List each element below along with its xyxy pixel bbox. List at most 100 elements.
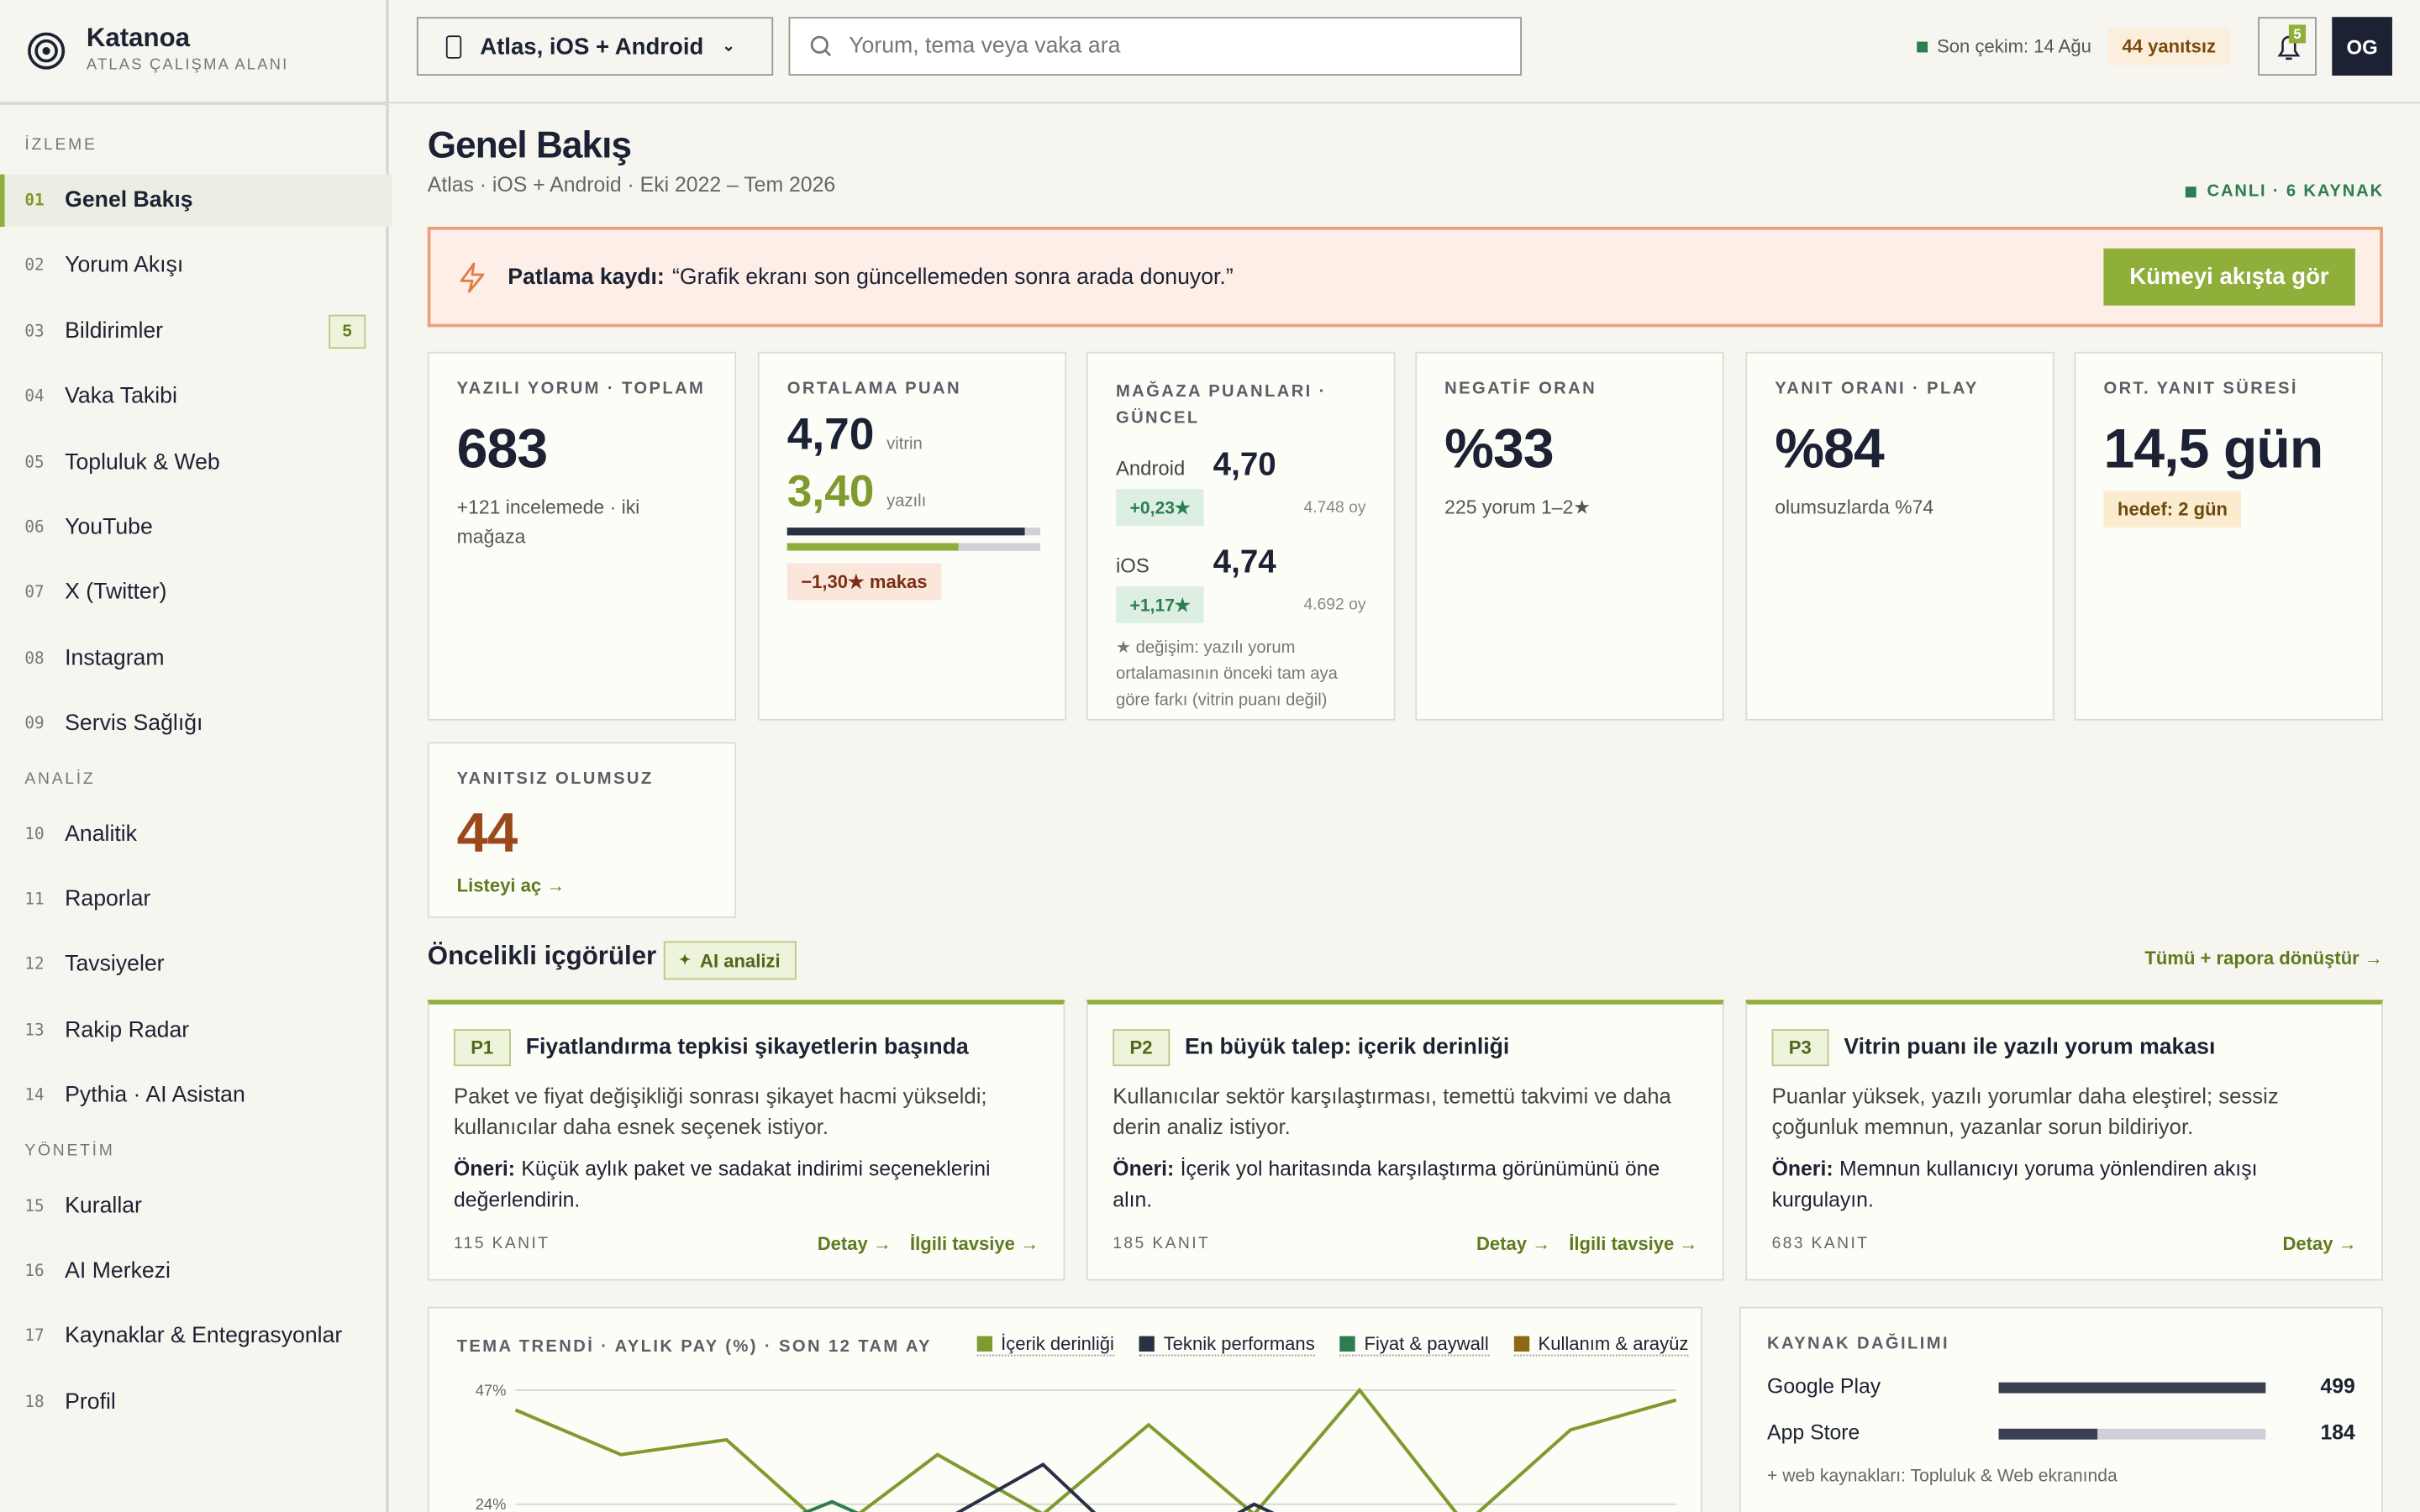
nav-item[interactable]: 06 YouTube bbox=[0, 501, 387, 554]
nav-item[interactable]: 03 Bildirimler 5 bbox=[0, 305, 387, 357]
nav-item[interactable]: 07 X (Twitter) bbox=[0, 567, 387, 619]
nav-item[interactable]: 17 Kaynaklar & Entegrasyonlar bbox=[0, 1310, 387, 1362]
kpi-value: 44 bbox=[456, 801, 518, 864]
notification-button[interactable]: 5 bbox=[2258, 17, 2317, 76]
legend-label: Teknik performans bbox=[1163, 1332, 1315, 1355]
nav-label: Instagram bbox=[65, 646, 165, 671]
nav-number: 11 bbox=[24, 890, 45, 909]
search-box[interactable]: Yorum, tema veya vaka ara bbox=[788, 17, 1523, 76]
nav-label: Topluluk & Web bbox=[65, 449, 220, 475]
nav-label: Genel Bakış bbox=[65, 188, 193, 213]
kpi-label: NEGATİF ORAN bbox=[1444, 379, 1597, 398]
store-name: iOS bbox=[1115, 554, 1150, 577]
nav-item[interactable]: 04 Vaka Takibi bbox=[0, 370, 387, 423]
alert-button[interactable]: Kümeyi akışta gör bbox=[2103, 248, 2355, 306]
insight-link[interactable]: Detay → bbox=[817, 1232, 892, 1255]
section-title: YÖNETİM bbox=[24, 1141, 115, 1160]
evidence: 683 KANIT bbox=[1771, 1234, 1870, 1253]
nav-number: 16 bbox=[24, 1262, 45, 1281]
brand-subtitle: ATLAS ÇALIŞMA ALANI bbox=[86, 56, 289, 75]
kpi-note: +121 incelemede · iki mağaza bbox=[456, 496, 640, 549]
insights-link[interactable]: Tümü + rapora dönüştür → bbox=[2144, 947, 2383, 969]
insight-body: Paket ve fiyat değişikliği sonrası şikay… bbox=[454, 1083, 987, 1139]
nav-item[interactable]: 18 Profil bbox=[0, 1376, 387, 1428]
insight-body: Kullanıcılar sektör karşılaştırması, tem… bbox=[1113, 1083, 1671, 1139]
nav-number: 17 bbox=[24, 1327, 45, 1347]
live-dot bbox=[2185, 186, 2196, 197]
insight-footer: 185 KANIT Detay → İlgili tavsiye → bbox=[1113, 1233, 1697, 1255]
insight-link[interactable]: Detay → bbox=[1476, 1232, 1551, 1255]
rec-label: Öneri: bbox=[1113, 1157, 1175, 1181]
rec-label: Öneri: bbox=[1771, 1157, 1833, 1181]
nav-number: 12 bbox=[24, 955, 45, 974]
priority-chip: P1 bbox=[454, 1029, 511, 1067]
app-selector[interactable]: Atlas, iOS + Android ⌄ bbox=[416, 17, 774, 76]
nav-item[interactable]: 12 Tavsiyeler bbox=[0, 938, 387, 990]
kpi-value: %33 bbox=[1444, 416, 1555, 480]
store-votes: 4.692 oy bbox=[1303, 595, 1366, 615]
sources-note: + web kaynakları: Topluluk & Web ekranın… bbox=[1767, 1467, 2118, 1486]
insight-link[interactable]: İlgili tavsiye → bbox=[1569, 1232, 1698, 1255]
insight-card: P1 Fiyatlandırma tepkisi şikayetlerin baş… bbox=[427, 1000, 1065, 1281]
nav-item[interactable]: 05 Topluluk & Web bbox=[0, 436, 387, 488]
kpi-link[interactable]: Listeyi aç → bbox=[456, 874, 566, 897]
nav-item[interactable]: 14 Pythia · AI Asistan bbox=[0, 1069, 387, 1121]
kpi-label: YAZILI YORUM · TOPLAM bbox=[456, 379, 706, 398]
ai-icon: ✦ bbox=[679, 952, 692, 968]
ai-tag-text: AI analizi bbox=[700, 949, 781, 972]
insight-footer: 683 KANIT Detay → bbox=[1772, 1233, 2357, 1255]
ai-tag: ✦ AI analizi bbox=[663, 941, 796, 980]
sources-card: KAYNAK DAĞILIMI + web kaynakları: Toplul… bbox=[1739, 1306, 2383, 1512]
legend-item: İçerik derinliği bbox=[976, 1333, 1114, 1357]
rating-row: 4,70 vitrin bbox=[787, 411, 1038, 462]
nav-item[interactable]: 15 Kurallar bbox=[0, 1179, 387, 1231]
kpi-sublabel: yazılı bbox=[886, 491, 927, 511]
page-title: Genel Bakış bbox=[427, 124, 632, 167]
section-title: İZLEME bbox=[24, 135, 97, 155]
section-title: ANALİZ bbox=[24, 769, 96, 788]
y-tick-label: 47% bbox=[476, 1381, 507, 1399]
insight-link[interactable]: Detay → bbox=[2282, 1232, 2357, 1255]
sidebar bbox=[0, 0, 389, 1512]
insight-rec: Öneri: Küçük aylık paket ve sadakat indir… bbox=[454, 1154, 1039, 1215]
legend-item: Fiyat & paywall bbox=[1339, 1333, 1489, 1357]
nav-label: Raporlar bbox=[65, 887, 151, 912]
app-selector-label: Atlas, iOS + Android bbox=[480, 33, 704, 60]
store-meta: +1,17★ 4.692 oy bbox=[1115, 585, 1366, 624]
gap-chip: −1,30★ makas bbox=[786, 563, 942, 601]
nav-item[interactable]: 10 Analitik bbox=[0, 808, 387, 860]
kpi-label: YANITSIZ OLUMSUZ bbox=[456, 769, 654, 789]
nav-label: Bildirimler bbox=[65, 318, 164, 344]
legend-swatch bbox=[1339, 1336, 1355, 1352]
nav-number: 09 bbox=[24, 714, 45, 733]
rec-text: İçerik yol haritasında karşılaştırma gör… bbox=[1113, 1157, 1660, 1210]
avatar[interactable]: OG bbox=[2332, 17, 2392, 76]
kpi-card: MAĞAZA PUANLARI · GÜNCEL Android 4,70 +0,23… bbox=[1086, 351, 1396, 721]
store-rating: 4,74 bbox=[1213, 544, 1276, 580]
nav-label: Servis Sağlığı bbox=[65, 711, 203, 737]
unanswered-chip[interactable]: 44 yanıtsız bbox=[2107, 28, 2230, 66]
nav-item[interactable]: 08 Instagram bbox=[0, 633, 387, 685]
nav-item[interactable]: 01 Genel Bakış bbox=[0, 174, 392, 228]
kpi-note: 225 yorum 1–2★ bbox=[1444, 496, 1591, 519]
nav-item[interactable]: 09 Servis Sağlığı bbox=[0, 698, 387, 750]
kpi-card: ORT. YANIT SÜRESİ 14,5 gün hedef: 2 gün bbox=[2074, 351, 2383, 721]
kpi-value: %84 bbox=[1775, 416, 1885, 480]
store-row: iOS 4,74 bbox=[1116, 544, 1366, 581]
brand-name: Katanoa bbox=[86, 23, 191, 53]
insight-head: P2 En büyük talep: içerik derinliği bbox=[1113, 1029, 1697, 1067]
nav-item[interactable]: 02 Yorum Akışı bbox=[0, 239, 387, 291]
nav-label: Kurallar bbox=[65, 1193, 142, 1219]
insight-link[interactable]: İlgili tavsiye → bbox=[909, 1232, 1039, 1255]
kpi-value: 4,70 bbox=[786, 410, 875, 460]
rec-text: Küçük aylık paket ve sadakat indirimi se… bbox=[454, 1157, 991, 1210]
insight-card: P3 Vitrin puanı ile yazılı yorum makası Pu… bbox=[1745, 1000, 2383, 1281]
insight-head: P3 Vitrin puanı ile yazılı yorum makası bbox=[1771, 1029, 2357, 1067]
nav-item[interactable]: 11 Raporlar bbox=[0, 874, 387, 926]
topbar bbox=[388, 0, 2420, 104]
bar-storefront bbox=[786, 528, 1040, 536]
alert-text: “Grafik ekranı son güncellemeden sonra a… bbox=[672, 265, 1234, 290]
nav-item[interactable]: 13 Rakip Radar bbox=[0, 1004, 387, 1056]
evidence: 115 KANIT bbox=[454, 1234, 550, 1253]
nav-item[interactable]: 16 AI Merkezi bbox=[0, 1245, 387, 1297]
